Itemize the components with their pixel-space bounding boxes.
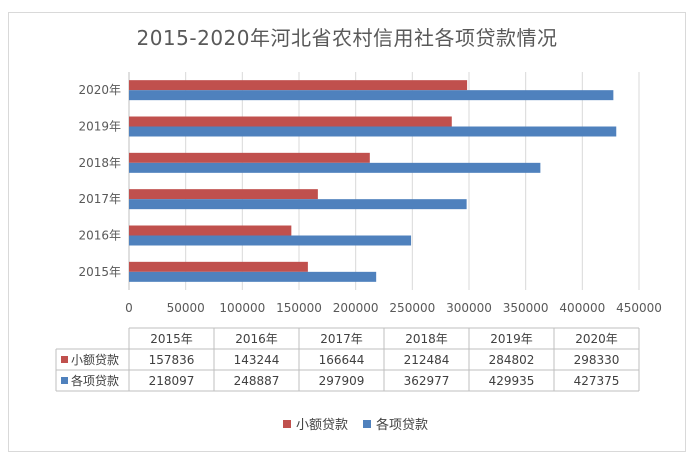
x-tick-label: 0 <box>125 301 133 315</box>
table-value-cell: 212484 <box>404 353 450 367</box>
x-tick-label: 200000 <box>333 301 379 315</box>
table-value-cell: 427375 <box>574 374 620 388</box>
legend-label: 小额贷款 <box>296 418 348 433</box>
bar-total-loan <box>129 199 467 210</box>
table-value-cell: 166644 <box>319 353 365 367</box>
bar-total-loan <box>129 126 617 137</box>
x-tick-label: 300000 <box>446 301 492 315</box>
bar-small-loan <box>129 116 452 127</box>
chart-title: 2015-2020年河北省农村信用社各项贷款情况 <box>136 26 558 50</box>
table-value-cell: 362977 <box>404 374 450 388</box>
bar-total-loan <box>129 90 614 101</box>
x-tick-label: 350000 <box>503 301 549 315</box>
table-header-cell: 2018年 <box>405 332 448 346</box>
legend-label: 各项贷款 <box>376 417 428 433</box>
table-value-cell: 157836 <box>149 353 195 367</box>
y-category-label: 2020年 <box>78 83 121 97</box>
table-series-name: 小额贷款 <box>71 353 119 367</box>
table-value-cell: 298330 <box>574 353 620 367</box>
table-header-cell: 2015年 <box>150 332 193 346</box>
bar-small-loan <box>129 225 292 236</box>
y-category-label: 2018年 <box>78 156 121 170</box>
bar-small-loan <box>129 152 370 163</box>
table-header-cell: 2016年 <box>235 332 278 346</box>
bar-total-loan <box>129 162 541 173</box>
x-tick-label: 150000 <box>276 301 322 315</box>
table-value-cell: 284802 <box>489 353 535 367</box>
table-series-name: 各项贷款 <box>71 373 119 388</box>
table-value-cell: 218097 <box>149 374 195 388</box>
table-header-cell: 2019年 <box>490 332 533 346</box>
legend-key <box>363 420 371 428</box>
bar-total-loan <box>129 235 412 246</box>
y-category-label: 2017年 <box>78 192 121 206</box>
table-legend-key <box>61 377 68 384</box>
table-value-cell: 429935 <box>489 374 535 388</box>
x-tick-label: 50000 <box>167 301 205 315</box>
table-legend-key <box>61 356 68 363</box>
bar-small-loan <box>129 80 468 91</box>
x-tick-label: 400000 <box>559 301 605 315</box>
x-tick-label: 100000 <box>219 301 265 315</box>
table-header-cell: 2020年 <box>575 332 618 346</box>
y-category-label: 2019年 <box>78 120 121 134</box>
x-tick-label: 250000 <box>389 301 435 315</box>
x-tick-label: 450000 <box>616 301 662 315</box>
bar-small-loan <box>129 261 308 272</box>
y-category-label: 2015年 <box>78 265 121 279</box>
table-value-cell: 143244 <box>234 353 280 367</box>
table-value-cell: 297909 <box>319 374 365 388</box>
bar-total-loan <box>129 271 377 282</box>
legend-key <box>283 420 291 428</box>
bar-small-loan <box>129 189 318 200</box>
y-category-label: 2016年 <box>78 229 121 243</box>
table-value-cell: 248887 <box>234 374 280 388</box>
table-header-cell: 2017年 <box>320 332 363 346</box>
